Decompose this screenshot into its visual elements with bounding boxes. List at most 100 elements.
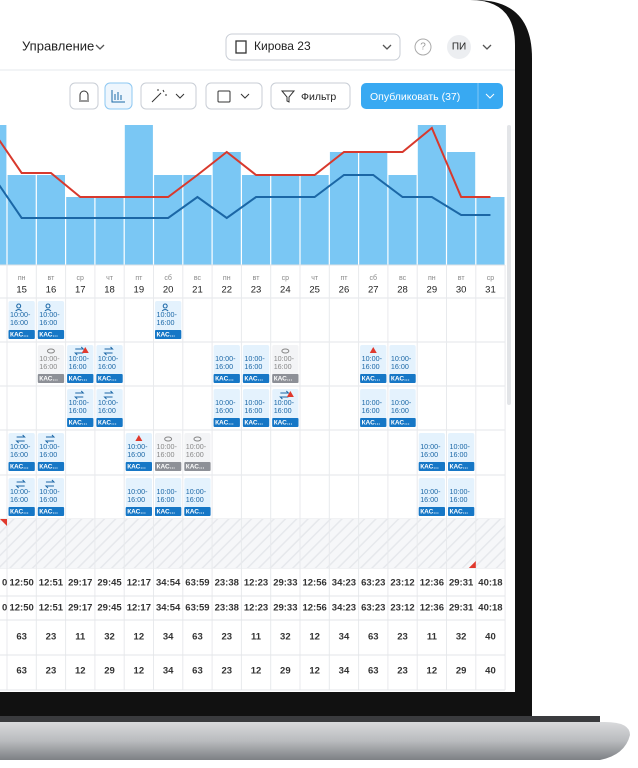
shift-time: 10:00-16:00 [69, 398, 90, 415]
shift-card[interactable]: 10:00-16:00 КАС... [37, 433, 65, 471]
shift-tag: КАС... [39, 332, 58, 339]
total: 12 [309, 666, 320, 677]
eye-icon [46, 348, 55, 354]
shift-card[interactable]: 10:00-16:00 КАС... [418, 433, 445, 471]
shift-time: 10:00-16:00 [362, 398, 383, 415]
publish-button[interactable] [361, 83, 503, 109]
total: 23:12 [390, 578, 414, 589]
load-bar [95, 197, 124, 265]
load-bar [124, 125, 153, 265]
shift-card[interactable]: 10:00-16:00 КАС... [155, 478, 182, 516]
total: 23 [46, 632, 57, 643]
shift-card[interactable]: 10:00-16:00 КАС... [37, 301, 65, 339]
shift-card[interactable]: 10:00-16:00 КАС... [96, 389, 123, 427]
shift-tag-bg [125, 462, 152, 471]
shift-card[interactable]: 10:00-16:00 КАС... [67, 389, 94, 427]
shift-tag-bg [213, 374, 240, 383]
avatar[interactable] [447, 35, 471, 59]
shift-card[interactable]: 10:00-16:00 КАС... [184, 433, 211, 471]
shift-card[interactable]: 10:00-16:00 КАС... [213, 345, 240, 383]
shift-time: 10:00-16:00 [69, 354, 90, 371]
shift-bg [125, 478, 152, 516]
shift-card[interactable]: 10:00-16:00 КАС... [418, 478, 445, 516]
shift-bg [37, 478, 65, 516]
shift-bg [389, 345, 416, 383]
shift-card[interactable]: 10:00-16:00 КАС... [242, 345, 270, 383]
date: 15 [16, 285, 27, 296]
total: 12 [134, 632, 145, 643]
scrollbar[interactable] [507, 125, 511, 405]
chevron [382, 44, 392, 50]
shift-tag-bg [418, 507, 445, 516]
shift-time: 10:00-16:00 [10, 310, 31, 327]
location-select[interactable] [225, 33, 401, 61]
total: 11 [427, 632, 438, 643]
date: 24 [280, 285, 291, 296]
shift-card[interactable]: 10:00-16:00 КАС... [37, 478, 65, 516]
shift-card[interactable]: 10:00-16:00 КАС... [125, 433, 152, 471]
shift-card[interactable]: 10:00-16:00 КАС... [96, 345, 123, 383]
shift-tag: КАС... [244, 376, 263, 383]
total: 34 [163, 666, 174, 677]
total: 12:51 [39, 578, 64, 589]
shift-time: 10:00-16:00 [186, 442, 207, 459]
shift-card[interactable]: 10:00-16:00 КАС... [360, 345, 387, 383]
shift-card[interactable]: 10:00-16:00 КАС... [272, 345, 299, 383]
shift-card[interactable]: 10:00-16:00 КАС... [213, 389, 240, 427]
shift-tag: КАС... [39, 509, 58, 516]
shift-card[interactable]: 10:00-16:00 КАС... [125, 478, 152, 516]
shift-tag: КАС... [450, 464, 469, 471]
total: 23 [221, 632, 232, 643]
shift-card[interactable]: 10:00-16:00 КАС... [389, 389, 416, 427]
shift-bg [360, 389, 387, 427]
bell-button[interactable] [69, 82, 99, 110]
shift-bg [448, 433, 475, 471]
date: 19 [134, 285, 145, 296]
shift-card[interactable]: 10:00-16:00 КАС... [8, 478, 35, 516]
total: 23:12 [390, 603, 414, 614]
shift-tag: КАС... [215, 376, 234, 383]
warn-icon [135, 435, 143, 441]
shift-bg [155, 478, 182, 516]
shift-bg [360, 345, 387, 383]
total: 29:45 [97, 578, 122, 589]
shift-card[interactable]: 10:00-16:00 КАС... [184, 478, 211, 516]
weekday: ср [282, 275, 290, 282]
shift-time: 10:00-16:00 [420, 487, 441, 504]
location: Кирова 23 [254, 39, 311, 53]
shift-card[interactable]: 10:00-16:00 КАС... [67, 345, 94, 383]
shift-card[interactable]: 10:00-16:00 КАС... [8, 433, 35, 471]
shift-card[interactable]: 10:00-16:00 КАС... [155, 301, 182, 339]
total: 23 [221, 666, 232, 677]
load-line-blue [0, 174, 491, 220]
shift-card[interactable]: 10:00-16:00 КАС... [155, 433, 182, 471]
shift-time: 10:00-16:00 [157, 442, 178, 459]
total: 12:23 [244, 578, 268, 589]
shift-card[interactable]: 10:00-16:00 КАС... [272, 389, 299, 427]
shift-card[interactable]: 10:00-16:00 КАС... [360, 389, 387, 427]
shift-card[interactable]: 10:00-16:00 КАС... [8, 301, 35, 339]
date: 28 [397, 285, 408, 296]
shift-time: 10:00-16:00 [127, 442, 148, 459]
shift-card[interactable]: 10:00-16:00 КАС... [389, 345, 416, 383]
filter-button[interactable] [270, 82, 351, 110]
swap-icon [44, 434, 56, 444]
weekday: вт [458, 275, 466, 282]
shift-tag: КАС... [391, 376, 410, 383]
shift-card[interactable]: 10:00-16:00 КАС... [37, 345, 65, 383]
shift-card[interactable]: 10:00-16:00 КАС... [448, 478, 475, 516]
menu[interactable]: Управление [22, 38, 94, 53]
publish-label: Опубликовать (37) [370, 91, 460, 103]
calendar-button[interactable] [205, 82, 263, 110]
help-button[interactable] [414, 38, 432, 56]
swap-icon [103, 346, 114, 356]
wand-button[interactable] [140, 82, 197, 110]
shift-card[interactable]: 10:00-16:00 КАС... [448, 433, 475, 471]
weekday: вт [48, 275, 56, 282]
shift-time: 10:00-16:00 [215, 354, 236, 371]
shift-tag-bg [272, 374, 299, 383]
shift-tag: КАС... [39, 376, 58, 383]
shift-card[interactable]: 10:00-16:00 КАС... [242, 389, 270, 427]
total: 0 [2, 603, 7, 614]
total: 63:59 [185, 603, 209, 614]
